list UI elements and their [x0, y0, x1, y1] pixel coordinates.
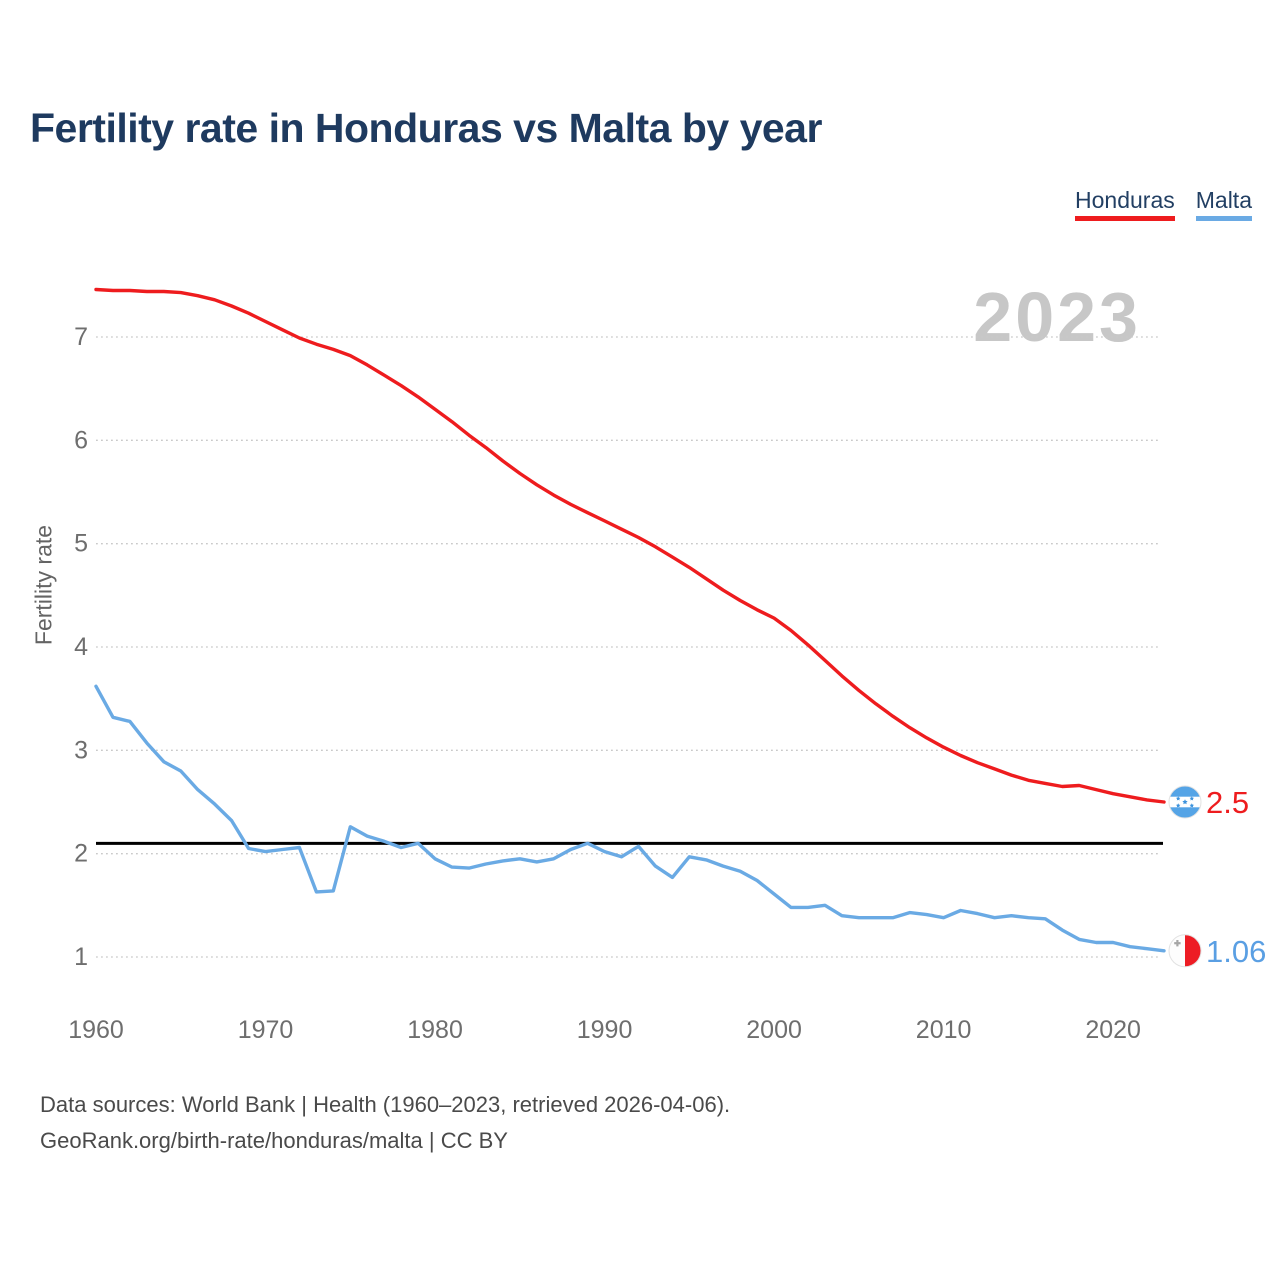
footer-sources-line: Data sources: World Bank | Health (1960–… — [40, 1092, 731, 1117]
legend-item-malta[interactable]: Malta — [1195, 187, 1252, 221]
x-tick-label: 1960 — [68, 1016, 124, 1044]
malta-end-value: 1.06 — [1206, 934, 1266, 969]
y-tick-label: 3 — [74, 736, 88, 764]
x-tick-label: 1980 — [407, 1016, 463, 1044]
chart-title: Fertility rate in Honduras vs Malta by y… — [30, 105, 822, 151]
legend: Honduras Malta — [1075, 187, 1252, 221]
y-axis-title: Fertility rate — [30, 524, 57, 646]
y-tick-label: 1 — [74, 943, 88, 971]
x-tick-label: 1990 — [577, 1016, 633, 1044]
y-tick-label: 5 — [74, 530, 88, 558]
malta-series-line[interactable] — [94, 684, 1166, 953]
y-tick-label: 6 — [74, 426, 88, 454]
x-tick-label: 1970 — [238, 1016, 294, 1044]
footer-attribution-line: GeoRank.org/birth-rate/honduras/malta | … — [40, 1128, 508, 1153]
y-tick-label: 2 — [74, 840, 88, 868]
x-tick-label: 2010 — [916, 1016, 972, 1044]
hover-year-watermark: 2023 — [973, 278, 1141, 356]
y-tick-label: 7 — [74, 323, 88, 351]
x-tick-label: 2020 — [1085, 1016, 1141, 1044]
honduras-series-line[interactable] — [94, 287, 1166, 804]
honduras-end-value: 2.5 — [1206, 785, 1249, 820]
honduras-flag-icon — [1169, 786, 1201, 818]
y-tick-label: 4 — [74, 633, 88, 661]
x-tick-label: 2000 — [746, 1016, 802, 1044]
fertility-chart-plot[interactable]: 1 2 3 4 5 6 7 1960 1970 1980 1990 2000 2010 2020 2.5 1.… — [0, 0, 1280, 1080]
legend-item-honduras[interactable]: Honduras — [1075, 187, 1175, 221]
footer: Data sources: World Bank | Health (1960–… — [40, 1087, 730, 1159]
malta-flag-icon — [1169, 934, 1201, 967]
